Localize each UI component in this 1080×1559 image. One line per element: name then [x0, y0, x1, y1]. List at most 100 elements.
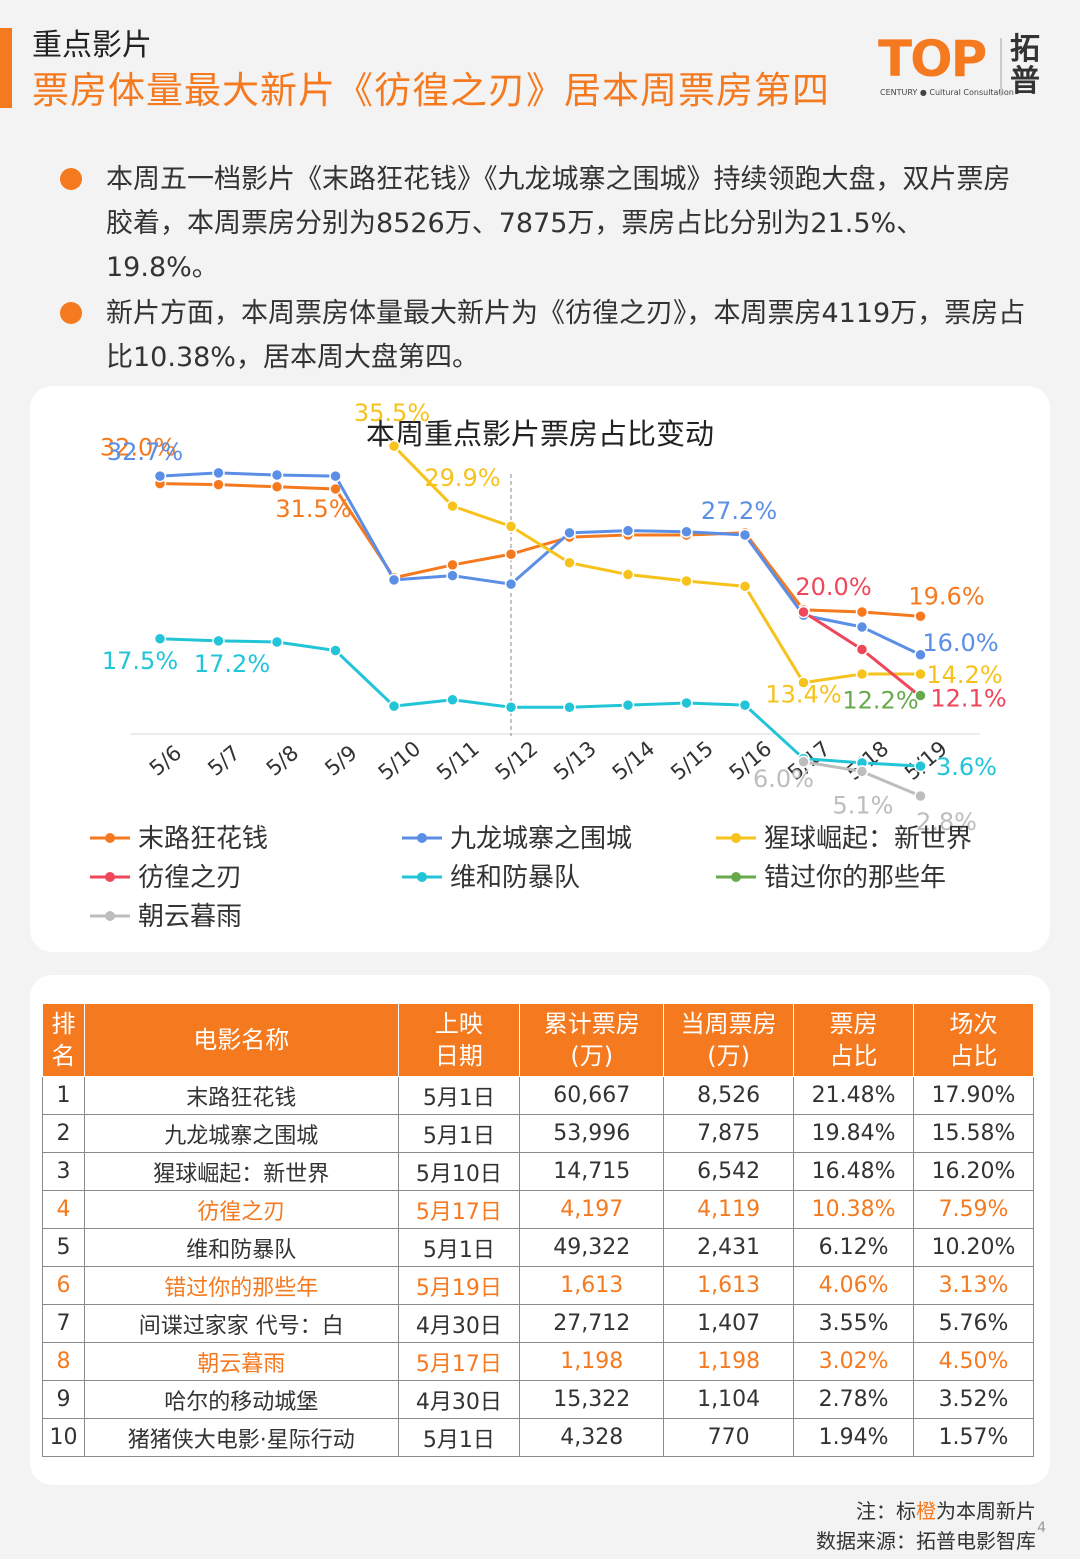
data-point [329, 482, 342, 496]
cell-screen: 10.20% [913, 1228, 1034, 1267]
cell-total: 27,712 [519, 1304, 665, 1343]
cell-screen: 15.58% [913, 1114, 1034, 1153]
cell-rank: 2 [42, 1114, 85, 1153]
data-point [446, 569, 459, 582]
cell-week: 770 [663, 1418, 795, 1457]
data-label: 17.5% [102, 647, 178, 675]
cell-screen: 7.59% [913, 1190, 1034, 1229]
table-header-row: 排名电影名称 上映 日期 累计票房 (万) 当周票房 (万) 票房 占比 场次 占比 [42, 1003, 1034, 1077]
section-label: 重点影片 [32, 28, 152, 63]
bullet-text: 本周五一档影片《末路狂花钱》《九龙城寨之围城》持续领跑大盘，双片票房胶着，本周票… [106, 164, 1011, 283]
data-label: 29.9% [424, 464, 500, 492]
cell-screen: 5.76% [913, 1304, 1034, 1343]
cell-week: 1,407 [663, 1304, 795, 1343]
data-point [855, 667, 869, 681]
x-tick-label: 5/7 [203, 741, 244, 781]
line-chart: 本周重点影片票房占比变动 5/6 5/7 5/8 5/9 5/10 5/11 5/12 5/1… [90, 399, 1007, 932]
data-label: 12.2% [842, 686, 918, 714]
cell-date: 5月17日 [397, 1342, 521, 1381]
data-point [797, 755, 810, 769]
data-label: 16.0% [922, 629, 998, 657]
cell-screen: 1.57% [913, 1418, 1034, 1457]
cell-share: 21.48% [793, 1076, 915, 1115]
data-point [680, 696, 693, 710]
data-point [387, 699, 401, 713]
cell-share: 4.06% [793, 1266, 915, 1305]
top-logo: TOP CENTURY ● Cultural Consultation 拓普 [878, 32, 1058, 102]
data-point [855, 643, 869, 656]
cell-date: 5月10日 [397, 1152, 521, 1191]
data-label: 13.4% [765, 681, 841, 709]
data-label: 5.1% [833, 791, 894, 819]
summary-bullets: 本周五一档影片《末路狂花钱》《九龙城寨之围城》持续领跑大盘，双片票房胶着，本周票… [60, 158, 1030, 382]
column-header: 电影名称 [83, 1003, 399, 1077]
cell-week: 6,542 [663, 1152, 795, 1191]
data-point [797, 676, 810, 689]
cell-rank: 1 [42, 1076, 85, 1115]
cell-name: 间谍过家家 代号：白 [83, 1304, 399, 1343]
x-tick-label: 5/12 [491, 736, 543, 785]
table-row: 5 维和防暴队 5月1日 49,322 2,431 6.12% 10.20% [42, 1228, 1034, 1267]
cell-week: 7,875 [663, 1114, 795, 1153]
legend-label: 九龙城寨之围城 [450, 824, 632, 854]
data-point [270, 635, 284, 649]
series-line [392, 445, 921, 685]
accent-bar [0, 28, 12, 108]
ranking-table: 排名电影名称 上映 日期 累计票房 (万) 当周票房 (万) 票房 占比 场次 占比 1 末路狂花钱 5… [42, 1003, 1034, 1457]
cell-total: 4,328 [519, 1418, 665, 1457]
legend-label: 维和防暴队 [450, 863, 580, 893]
table-body: 1 末路狂花钱 5月1日 60,667 8,526 21.48% 17.90% 2 九龙城寨之围… [42, 1076, 1034, 1457]
cell-date: 4月30日 [397, 1304, 521, 1343]
cell-screen: 17.90% [913, 1076, 1034, 1115]
cell-name: 猪猪侠大电影·星际行动 [83, 1418, 399, 1457]
cell-date: 4月30日 [397, 1380, 521, 1419]
data-label: 12.1% [930, 685, 1006, 713]
data-point [914, 610, 927, 623]
cell-week: 1,104 [663, 1380, 795, 1419]
page-number: 4 [1037, 1520, 1046, 1536]
legend-label: 猩球崛起：新世界 [764, 824, 972, 854]
table-row: 9 哈尔的移动城堡 4月30日 15,322 1,104 2.78% 3.52% [42, 1380, 1034, 1419]
logo-cn-text: 拓普 [1010, 32, 1040, 99]
cell-date: 5月17日 [397, 1190, 521, 1229]
cell-week: 8,526 [663, 1076, 795, 1115]
cell-date: 5月1日 [397, 1076, 521, 1115]
cell-total: 49,322 [519, 1228, 665, 1267]
data-label: 35.5% [354, 399, 430, 427]
legend-label: 末路狂花钱 [138, 824, 268, 854]
cell-date: 5月1日 [397, 1228, 521, 1267]
data-point [446, 558, 459, 572]
data-point [680, 574, 693, 588]
table-row: 7 间谍过家家 代号：白 4月30日 27,712 1,407 3.55% 5.76% [42, 1304, 1034, 1343]
data-point [914, 689, 927, 702]
legend-label: 彷徨之刃 [138, 863, 242, 893]
data-point [504, 520, 518, 533]
data-point [329, 644, 342, 657]
cell-rank: 3 [42, 1152, 85, 1191]
legend-marker [105, 872, 115, 882]
logo-subtitle: CENTURY ● Cultural Consultation [880, 88, 1014, 97]
data-point [738, 528, 752, 542]
cell-total: 1,198 [519, 1342, 665, 1381]
cell-total: 60,667 [519, 1076, 665, 1115]
data-point [329, 469, 342, 483]
data-point [563, 526, 576, 540]
x-tick-label: 5/10 [374, 736, 426, 785]
cell-share: 19.84% [793, 1114, 915, 1153]
data-label: 31.5% [275, 495, 351, 523]
cell-week: 1,613 [663, 1266, 795, 1305]
data-point [680, 525, 693, 538]
data-point [855, 765, 869, 778]
data-point [153, 632, 167, 645]
cell-name: 九龙城寨之围城 [83, 1114, 399, 1153]
data-point [621, 568, 635, 581]
x-tick-label: 5/13 [549, 736, 601, 785]
bullet-dot-icon [60, 168, 82, 190]
cell-rank: 9 [42, 1380, 85, 1419]
cell-total: 15,322 [519, 1380, 665, 1419]
legend-marker [731, 872, 741, 882]
bullet-item: 新片方面，本周票房体量最大新片为《彷徨之刃》，本周票房4119万，票房占比10.… [60, 292, 1030, 380]
series-line [159, 637, 921, 768]
cell-rank: 8 [42, 1342, 85, 1381]
data-label: 32.0% [100, 434, 176, 462]
